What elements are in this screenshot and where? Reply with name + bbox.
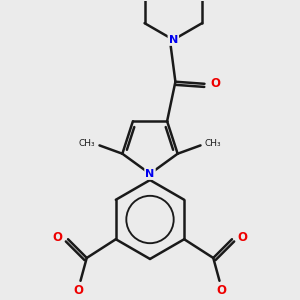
Text: CH₃: CH₃: [79, 139, 95, 148]
Text: O: O: [53, 231, 63, 244]
Text: N: N: [146, 169, 154, 179]
Text: O: O: [211, 77, 221, 90]
Text: O: O: [217, 284, 226, 297]
Text: N: N: [169, 35, 178, 45]
Text: O: O: [74, 284, 83, 297]
Text: O: O: [237, 231, 247, 244]
Text: CH₃: CH₃: [205, 139, 221, 148]
